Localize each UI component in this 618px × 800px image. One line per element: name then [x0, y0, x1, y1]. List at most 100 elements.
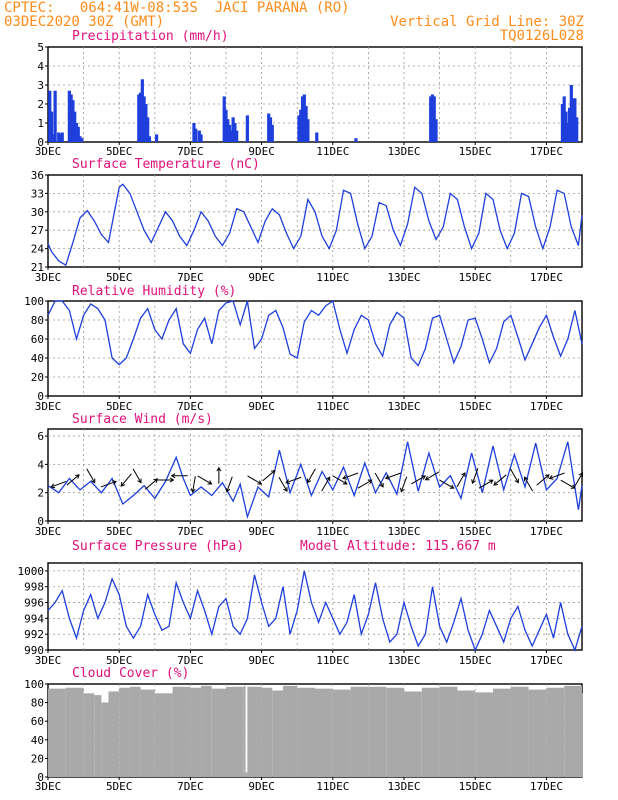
x-tick-label: 7DEC — [177, 145, 204, 158]
y-tick-label: 30 — [31, 206, 44, 219]
x-tick-label: 11DEC — [316, 271, 349, 284]
precip-bar — [302, 94, 306, 142]
precip-bar — [315, 132, 319, 142]
x-tick-label: 13DEC — [387, 145, 420, 158]
panel-title: Relative Humidity (%) — [72, 284, 236, 299]
y-tick-label: 5 — [37, 41, 44, 54]
precip-bar — [197, 130, 201, 142]
x-tick-label: 7DEC — [177, 780, 204, 793]
cloud-bar — [564, 685, 582, 777]
series-line — [47, 441, 583, 520]
y-tick-label: 1 — [37, 117, 44, 130]
x-tick-label: 7DEC — [177, 525, 204, 538]
precip-bar — [432, 96, 436, 142]
x-tick-label: 17DEC — [530, 780, 563, 793]
x-tick-label: 7DEC — [177, 654, 204, 667]
x-tick-label: 13DEC — [387, 400, 420, 413]
cloud-bar — [172, 686, 191, 777]
cloud-bar — [247, 686, 262, 777]
wind-arrow-head — [461, 472, 466, 478]
cloud-bar — [108, 691, 120, 777]
wind-arrow-head — [400, 487, 405, 493]
y-tick-label: 20 — [31, 371, 44, 384]
precip-bar — [137, 94, 141, 142]
y-tick-label: 20 — [31, 752, 44, 765]
cloud-bar — [226, 686, 244, 777]
x-tick-label: 13DEC — [387, 271, 420, 284]
precip-bar — [140, 79, 144, 142]
precip-bar — [227, 124, 232, 142]
wind-arrow-head — [424, 475, 430, 481]
y-tick-label: 996 — [24, 597, 44, 610]
precip-bar — [429, 96, 433, 142]
precip-bar — [245, 115, 249, 142]
precip-bar — [270, 124, 274, 142]
x-tick-label: 9DEC — [248, 654, 275, 667]
wind-arrow — [86, 468, 96, 483]
precip-bar — [58, 134, 63, 142]
x-tick-label: 11DEC — [316, 780, 349, 793]
x-tick-label: 9DEC — [248, 400, 275, 413]
wind-arrow — [471, 468, 479, 484]
precip-bar — [199, 134, 203, 142]
panel-1: 0 1 2 3 4 5 3DEC 5DEC 7DEC 9DEC 11DEC 13DEC 15DEC 17D… — [35, 29, 583, 158]
wind-arrow-head — [578, 472, 584, 478]
x-tick-label: 15DEC — [459, 654, 492, 667]
precip-bar — [430, 94, 435, 142]
wind-arrow — [192, 476, 196, 493]
wind-arrow — [385, 472, 402, 479]
panel-title: Surface Pressure (hPa) — [72, 539, 244, 554]
wind-arrow — [374, 472, 384, 488]
cloud-bar — [243, 685, 246, 777]
precip-bar — [575, 117, 579, 142]
precip-bar — [48, 90, 52, 142]
precip-bar — [297, 115, 301, 142]
wind-arrow-head — [325, 476, 331, 482]
wind-arrow — [120, 473, 132, 487]
cloud-bar — [261, 687, 273, 777]
precip-bar — [53, 90, 57, 142]
wind-arrow — [278, 477, 288, 492]
wind-arrow — [226, 476, 233, 492]
y-tick-label: 33 — [31, 187, 44, 200]
header-grid-note: Vertical Grid Line: 30Z — [390, 14, 584, 30]
wind-arrow-head — [488, 479, 494, 484]
header-date: 03DEC2020 30Z (GMT) — [4, 14, 165, 30]
precip-bar — [222, 96, 226, 142]
precip-bar — [569, 85, 573, 142]
precip-bar — [192, 123, 196, 142]
precip-bar — [566, 123, 570, 142]
x-tick-label: 13DEC — [387, 525, 420, 538]
y-tick-label: 80 — [31, 314, 44, 327]
precip-bar — [267, 113, 271, 142]
wind-arrow — [342, 472, 359, 479]
x-tick-label: 7DEC — [177, 271, 204, 284]
precip-bar — [73, 111, 77, 142]
cloud-bar — [493, 688, 511, 777]
cloud-bar — [101, 702, 109, 777]
x-tick-label: 17DEC — [530, 525, 563, 538]
y-tick-label: 40 — [31, 352, 44, 365]
panel-4: 0 2 4 6 3DEC 5DEC 7DEC 9DEC 11DEC 13DEC 15DEC 17DEC… — [35, 412, 584, 538]
precip-bar — [78, 136, 82, 142]
cloud-bar — [83, 693, 95, 777]
wind-arrow — [285, 476, 302, 484]
wind-arrow — [66, 474, 80, 486]
panel-3: 0 20 40 60 80 100 3DEC 5DEC 7DEC 9DEC 11DEC 13DEC 15… — [24, 284, 583, 413]
precip-bar — [304, 105, 308, 142]
cloud-bar — [457, 690, 476, 777]
cloud-bar — [421, 687, 440, 777]
cloud-bar — [154, 693, 173, 777]
cloud-bar — [528, 689, 547, 777]
wind-arrow — [549, 472, 565, 479]
y-tick-label: 4 — [37, 458, 44, 471]
cloud-bar — [119, 687, 130, 777]
x-tick-label: 5DEC — [106, 400, 133, 413]
wind-arrow-head — [225, 487, 231, 493]
y-tick-label: 6 — [37, 430, 44, 443]
wind-arrow-head — [153, 478, 159, 484]
y-tick-label: 0 — [37, 771, 44, 784]
precip-bar — [224, 109, 228, 142]
wind-arrow-head — [90, 478, 96, 484]
wind-arrow-head — [207, 480, 213, 485]
